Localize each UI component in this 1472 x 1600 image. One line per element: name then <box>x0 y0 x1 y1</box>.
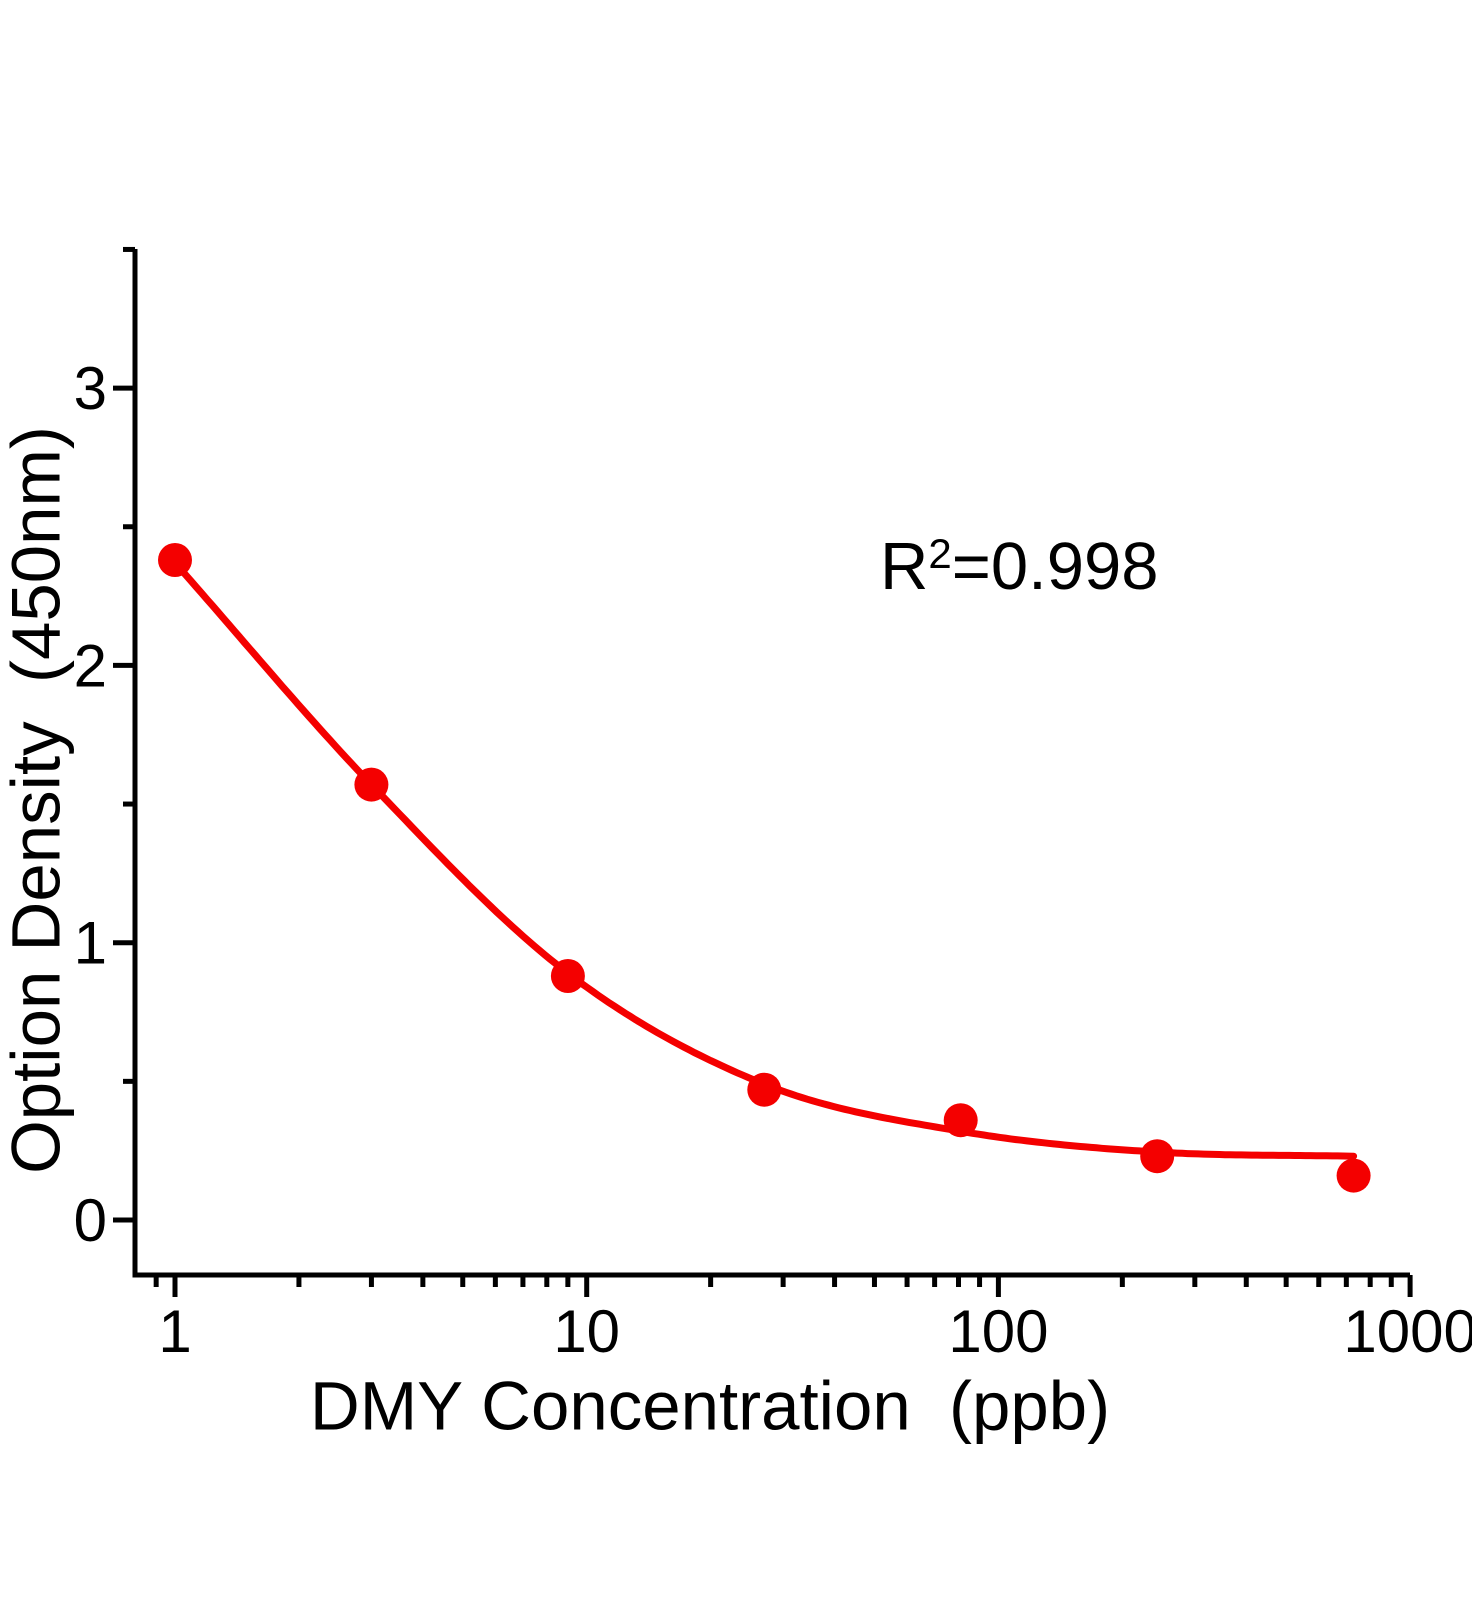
y-axis-title: Option Density (450nm) <box>0 426 75 1174</box>
axis-spines <box>132 249 1410 1278</box>
r-squared-base: R <box>880 529 929 604</box>
data-point <box>354 767 389 802</box>
y-tick-label: 2 <box>74 632 107 699</box>
data-points <box>158 543 1371 1193</box>
x-tick-label: 1 <box>158 1298 191 1365</box>
y-tick-label: 1 <box>74 910 107 977</box>
data-point <box>1140 1139 1175 1174</box>
x-tick-label: 1000 <box>1343 1298 1472 1365</box>
data-point <box>1336 1158 1371 1193</box>
r-squared-value: =0.998 <box>951 529 1159 604</box>
r-squared-sup: 2 <box>928 530 952 577</box>
x-tick-label: 100 <box>948 1298 1048 1365</box>
y-tick-label: 3 <box>74 355 107 422</box>
data-point <box>747 1072 782 1107</box>
x-tick-label: 10 <box>553 1298 620 1365</box>
data-point <box>943 1103 978 1138</box>
data-point <box>158 543 192 577</box>
fit-curve <box>171 559 1358 1160</box>
r-squared-annotation: R2=0.998 <box>880 528 1159 605</box>
x-axis-title: DMY Concentration (ppb) <box>309 1367 1111 1445</box>
y-tick-label: 0 <box>74 1187 107 1254</box>
axis-ticks <box>113 246 1413 1297</box>
data-point <box>550 959 585 993</box>
